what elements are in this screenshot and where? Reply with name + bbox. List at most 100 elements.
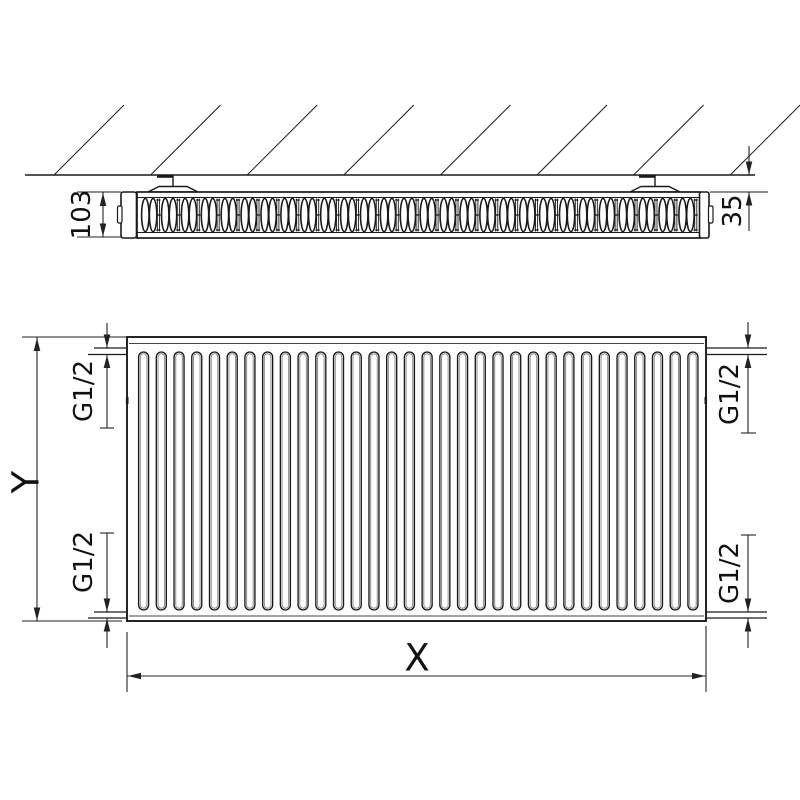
fin [687,351,699,611]
fin [155,351,167,611]
dim-arrow [103,355,111,368]
dim-arrow [745,161,753,175]
end-cap-right-tab [707,205,714,224]
end-cap-left [120,191,138,239]
fin-inner-shading [565,353,573,609]
fin-inner-shading [458,353,467,609]
fin-inner-shading [281,353,290,609]
dim-arrow [33,607,41,621]
fin-inner-shading [210,353,219,609]
fin [492,351,504,611]
dim-wall-gap-label: 35 [718,194,748,227]
dimension-arrows [33,161,753,680]
dimension-depth-103: 103 [67,190,121,239]
dimension-connection-top-left: G1/2 [69,323,114,429]
fin [244,351,256,611]
fin [315,351,327,611]
hatch-line [633,104,704,176]
fin [545,351,557,611]
hatch-line [343,104,415,176]
end-cap-left-tab [116,205,123,224]
fin-inner-shading [582,353,591,609]
fin-inner-shading [618,353,626,609]
dim-arrow [745,192,753,206]
dim-arrow [99,223,107,237]
fin-inner-shading [139,353,148,609]
dim-arrow [744,598,752,612]
fin-inner-shading [547,353,555,609]
fin [297,351,309,611]
hatch-line [440,104,511,176]
front-view: Y X G1/2 G1/2 G1/2 [5,322,767,692]
fin [634,351,646,611]
hatch-line [246,104,318,176]
fin-inner-shading [334,353,343,609]
connection-stub-bottom-right [706,611,767,619]
fin [510,351,522,611]
fin-inner-shading [529,353,538,609]
fin [669,351,681,611]
hatch-line [536,104,608,176]
fin [403,351,416,611]
fin [279,351,292,611]
fin-inner-shading [511,353,520,609]
fin-inner-shading [175,353,183,609]
panel-seam-right [704,397,708,404]
fin-inner-shading [370,353,378,609]
fin-inner-shading [157,353,166,609]
fin-inner-shading [405,353,414,609]
hatch-line [729,104,800,176]
fin [226,351,238,611]
dim-arrow [692,672,705,680]
fin [527,351,540,611]
fin-inner-shading [635,353,644,609]
fin [208,351,221,611]
fin [173,351,185,611]
fin [580,351,593,611]
connection-size-label-top-left: G1/2 [69,360,99,422]
fin [616,351,628,611]
dim-arrow [744,334,752,348]
dimension-connection-bottom-left: G1/2 [69,531,114,648]
dimension-wall-gap-35: 35 [710,146,768,231]
fin [456,351,469,611]
fin-inner-shading [689,353,697,609]
connection-stub-bottom-left [88,611,127,619]
fin [421,351,433,611]
dimension-width-X: X [126,626,707,692]
dim-arrow [103,334,111,348]
fin [563,351,575,611]
dim-arrow [103,618,111,632]
fin-inner-shading [476,353,485,609]
fin-inner-shading [246,353,254,609]
dim-arrow [744,618,752,632]
convector-fin-pattern [140,197,698,233]
fin [191,351,203,611]
dimension-height-Y: Y [5,336,126,622]
mounting-bracket-right [629,175,681,193]
fin-inner-shading [387,353,396,609]
connection-stub-top-right [706,347,767,356]
fin-inner-shading [494,353,502,609]
fin [332,351,345,611]
fin-inner-shading [263,353,272,609]
fin [651,351,664,611]
dim-arrow [128,672,141,680]
fin [598,351,610,611]
dimension-connection-bottom-right: G1/2 [715,534,756,648]
panel-seam-left [125,397,129,404]
fin [368,351,380,611]
fin-inner-shading [352,353,361,609]
fin-inner-shading [192,353,201,609]
panel-fins [137,351,699,611]
fin-inner-shading [317,353,325,609]
fin-inner-shading [441,353,449,609]
connection-stub-top-left [88,347,127,356]
fin [386,351,398,611]
connection-size-label-top-right: G1/2 [715,363,745,425]
fin [261,351,274,611]
fin-inner-shading [228,353,236,609]
hatch-line [150,104,221,176]
